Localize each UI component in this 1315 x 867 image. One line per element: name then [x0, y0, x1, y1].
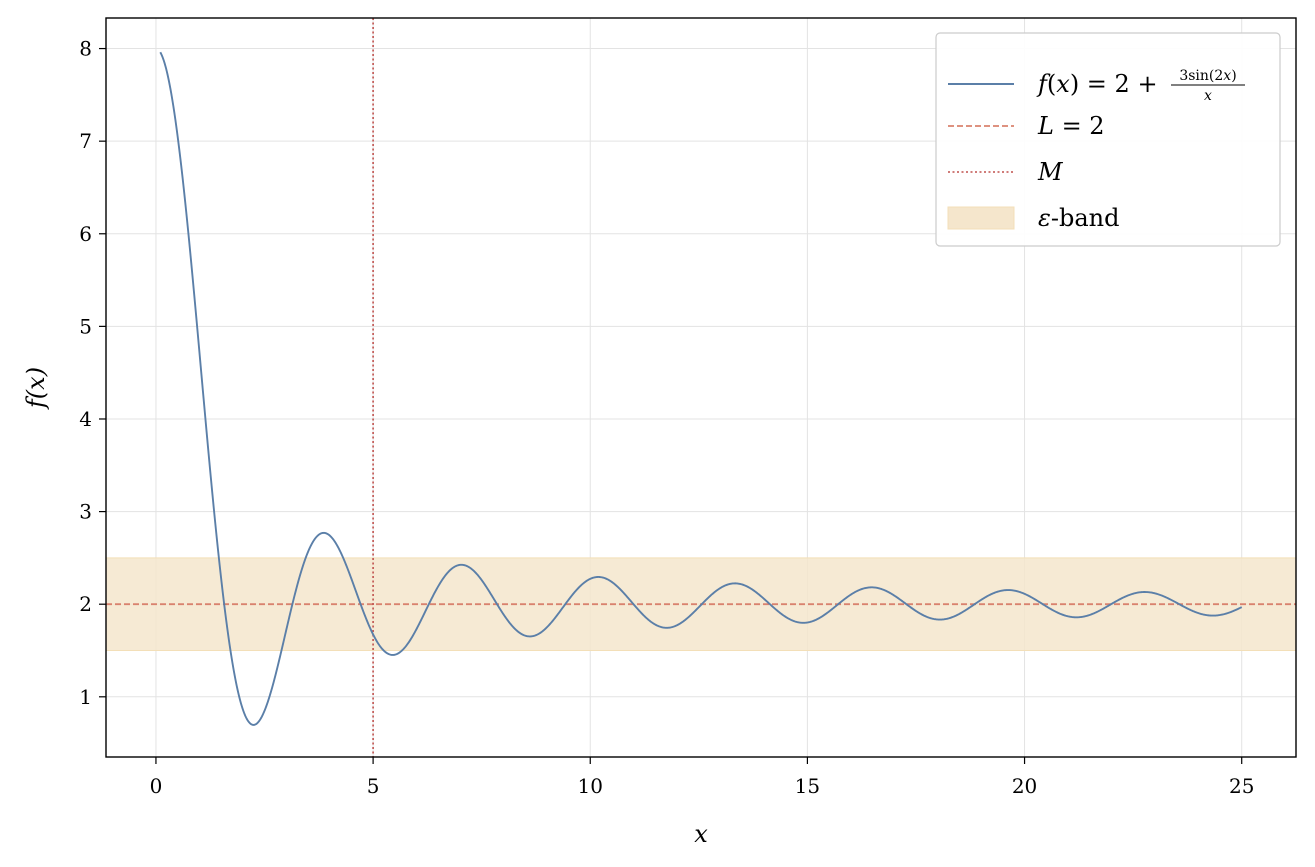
axis-ticks: 0 5 10 15 20 25 1 2 3 4 5 6 7 8 [79, 37, 1254, 798]
legend-fraction-numerator: 3sin(2x) [1179, 68, 1236, 84]
x-tick-label: 0 [150, 774, 163, 798]
legend-label-band: ε-band [1038, 204, 1120, 232]
y-axis-label: f(x) [22, 367, 50, 410]
legend-fraction-denominator: x [1204, 88, 1212, 104]
plot-frame [105, 17, 1297, 758]
x-tick-label: 10 [578, 774, 603, 798]
y-tick-label: 4 [79, 407, 92, 431]
legend-label-function-lhs: f(x) = 2 + [1036, 70, 1158, 98]
function-curve [159, 51, 1243, 726]
y-tick-label: 5 [79, 314, 92, 338]
function-curve-layer [159, 51, 1243, 726]
x-tick-label: 25 [1229, 774, 1254, 798]
legend-label-L: L = 2 [1037, 112, 1105, 140]
legend-label-function: f(x) = 2 + 3sin(2x) x [1036, 68, 1245, 104]
y-tick-label: 1 [79, 685, 92, 709]
y-tick-label: 3 [79, 500, 92, 524]
x-tick-label: 5 [367, 774, 380, 798]
y-tick-label: 2 [79, 592, 92, 616]
y-tick-label: 8 [79, 37, 92, 61]
y-tick-label: 6 [79, 222, 92, 246]
legend-box [935, 32, 1281, 247]
x-axis-label: x [694, 820, 708, 848]
y-tick-label: 7 [79, 129, 92, 153]
legend-swatch-band [947, 206, 1015, 230]
legend-label-M: M [1037, 158, 1064, 186]
x-tick-label: 20 [1012, 774, 1037, 798]
x-tick-label: 15 [795, 774, 820, 798]
legend: f(x) = 2 + 3sin(2x) x L = 2 Mε-band [935, 32, 1281, 247]
